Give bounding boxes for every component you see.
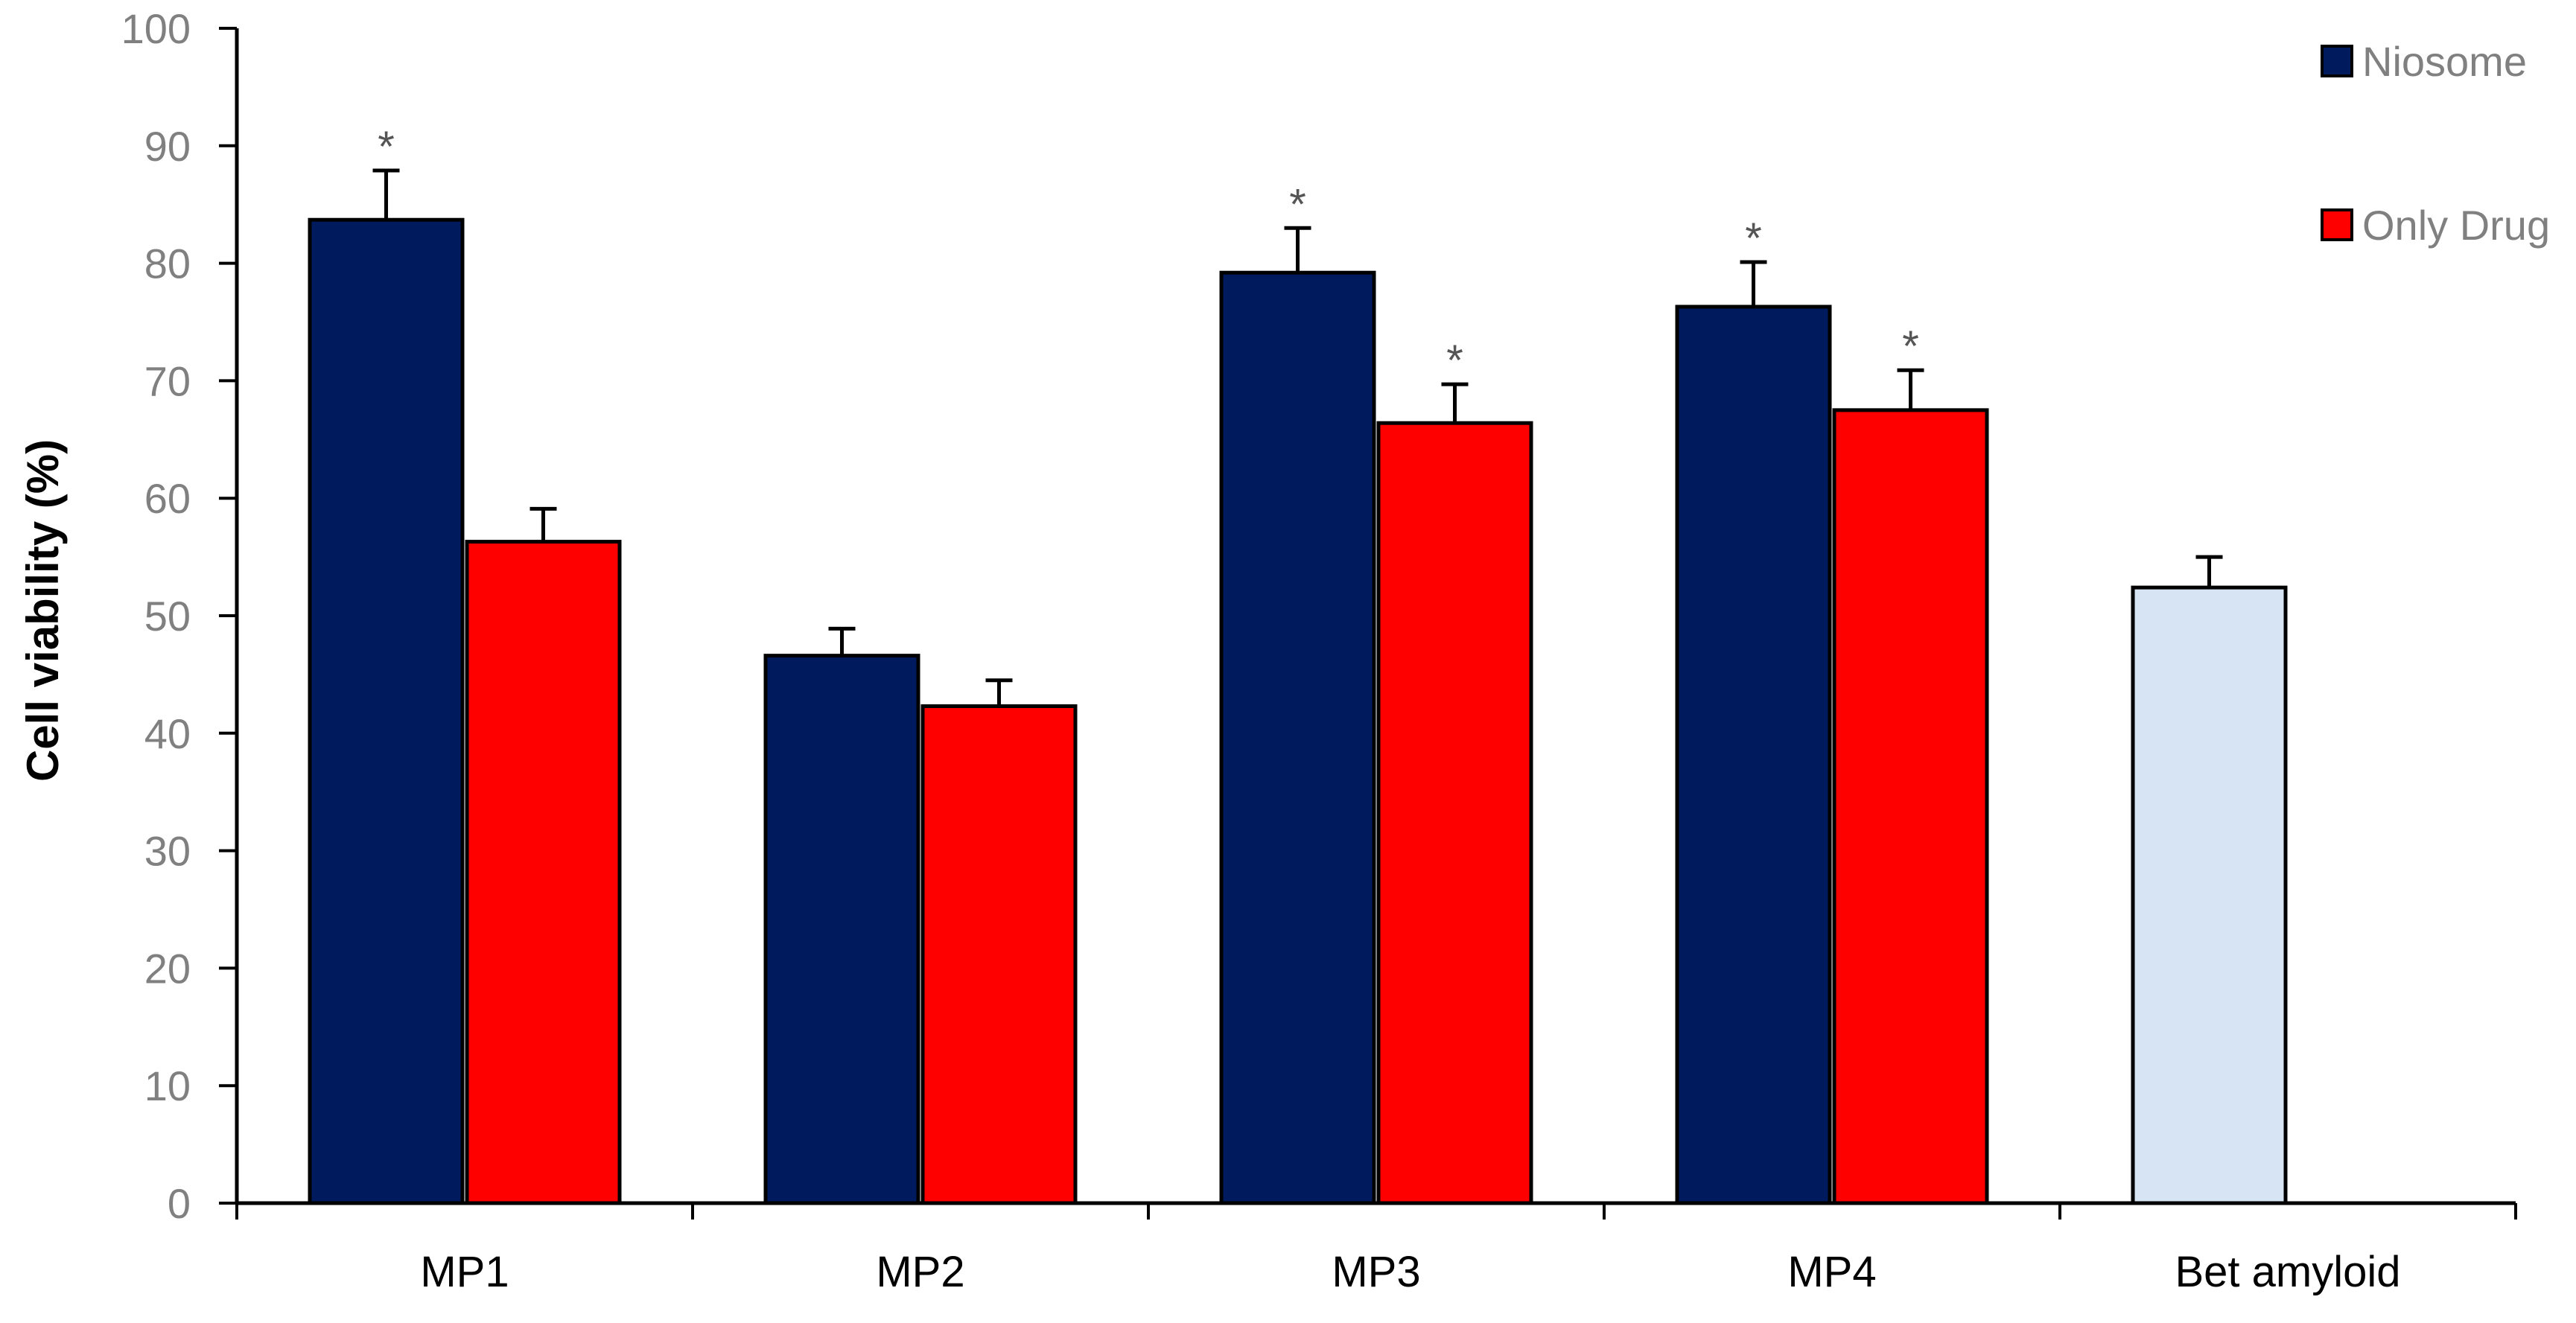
legend: Niosome Only Drug [2321,38,2550,249]
bar-niosome [763,654,920,1205]
y-axis-label: Cell viability (%) [18,439,68,782]
y-ticks: 0 10 20 30 40 50 60 70 80 90 100 [121,5,237,1227]
legend-item: Only Drug [2321,202,2550,249]
legend-swatch [2321,208,2353,241]
x-category-label: MP1 [420,1248,509,1296]
y-tick-label: 90 [144,123,191,170]
legend-item: Niosome [2321,38,2527,85]
legend-swatch [2321,45,2353,77]
y-tick-label: 70 [144,357,191,404]
x-category-label: Bet amyloid [2175,1248,2400,1296]
y-tick-label: 50 [144,593,191,640]
y-tick-label: 20 [144,945,191,992]
bar-niosome [308,217,465,1205]
legend-label: Only Drug [2362,202,2550,249]
bar-niosome [1219,270,1376,1205]
bar-only-drug [1376,421,1533,1205]
x-ticks [235,1203,2517,1220]
legend-label: Niosome [2362,38,2527,85]
significance-star: * [1289,180,1306,229]
x-category-label: MP2 [876,1248,964,1296]
y-tick-label: 80 [144,240,191,287]
y-tick-label: 30 [144,828,191,875]
significance-star: * [1902,322,1919,371]
significance-star: * [1745,214,1762,263]
y-tick-label: 60 [144,475,191,522]
significance-star: * [1446,337,1463,385]
category-labels: MP1 MP2 MP3 MP4 Bet amyloid [420,1248,2400,1296]
bar-control [2131,585,2288,1205]
bar-only-drug [465,540,622,1205]
error-bars [372,168,2223,707]
bars [308,217,2288,1205]
y-tick-label: 0 [168,1180,191,1227]
x-category-label: MP4 [1787,1248,1876,1296]
y-tick-label: 100 [121,5,191,52]
significance-star: * [378,123,395,171]
y-tick-label: 10 [144,1062,191,1109]
y-tick-label: 40 [144,710,191,757]
bar-niosome [1675,305,1832,1205]
bar-only-drug [1832,408,1989,1205]
x-category-label: MP3 [1332,1248,1420,1296]
significance-markers: * * * * * [378,123,1919,385]
bar-only-drug [920,704,1078,1205]
